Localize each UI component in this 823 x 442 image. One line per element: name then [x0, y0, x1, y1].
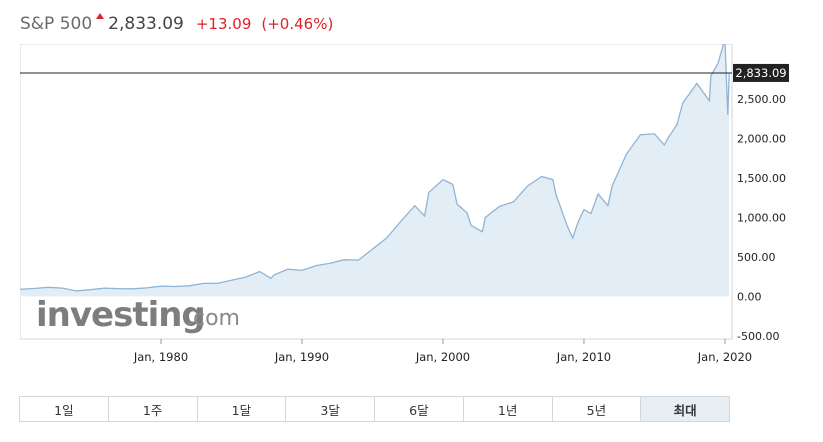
y-tick-label: 1,000.00	[737, 212, 786, 225]
watermark-suffix: .com	[186, 306, 240, 331]
up-arrow-icon	[96, 13, 105, 19]
range-tabs: 1일 1주 1달 3달 6달 1년 5년 최대	[19, 396, 730, 422]
y-tick-label: 2,000.00	[737, 133, 786, 146]
range-tab[interactable]: 1일	[20, 397, 109, 421]
y-tick-label: 2,500.00	[737, 93, 786, 106]
price-badge-label: 2,833.09	[735, 66, 786, 80]
x-tick-label: Jan, 2010	[556, 350, 611, 364]
y-tick-label: 1,500.00	[737, 172, 786, 185]
current-price-badge: 2,833.09	[733, 63, 789, 82]
price-chart[interactable]: investing.com 2,500.00 2,000.00 1,500.00 1,…	[20, 44, 817, 382]
x-axis: Jan, 1980 Jan, 1990 Jan, 2000 Jan, 2010 Jan,…	[133, 339, 752, 364]
y-tick-label: -500.00	[737, 330, 779, 343]
price-badge-bg	[733, 63, 789, 82]
y-tick-label: 500.00	[737, 251, 776, 264]
index-symbol: S&P 500	[20, 14, 93, 34]
range-tab[interactable]: 1주	[108, 397, 198, 421]
range-tab[interactable]: 3달	[286, 397, 375, 421]
series-line	[20, 44, 730, 292]
y-axis: 2,500.00 2,000.00 1,500.00 1,000.00 500.00 0.…	[737, 93, 786, 343]
x-tick-label: Jan, 2020	[697, 350, 752, 364]
investing-watermark: investing.com	[36, 295, 240, 335]
price-change: +13.09	[195, 15, 252, 33]
watermark-brand: investing	[36, 295, 205, 335]
range-tab[interactable]: 1년	[463, 397, 553, 421]
x-tick-label: Jan, 2000	[415, 350, 470, 364]
chart-area[interactable]: investing .com 2,500.00 2,000.00 1,500.00 1,…	[20, 44, 817, 382]
last-price: 2,833.09	[108, 14, 184, 34]
range-tab[interactable]: 5년	[552, 397, 642, 421]
x-tick-label: Jan, 1990	[274, 350, 329, 364]
price-change-percent: (+0.46%)	[261, 15, 334, 33]
x-tick-label: Jan, 1980	[133, 350, 188, 364]
range-tab[interactable]: 6달	[375, 397, 464, 421]
series-area-fill	[20, 44, 730, 297]
range-tab[interactable]: 최대	[641, 397, 729, 421]
quote-header: S&P 500 2,833.09 +13.09 (+0.46%)	[20, 13, 334, 44]
y-tick-label: 0.00	[737, 290, 762, 303]
range-tab[interactable]: 1달	[197, 397, 287, 421]
